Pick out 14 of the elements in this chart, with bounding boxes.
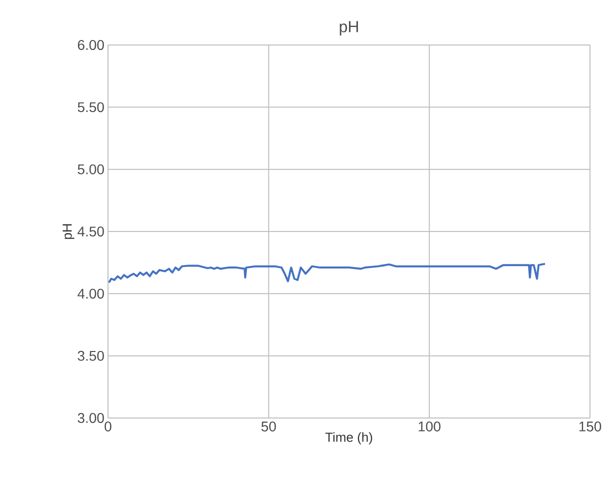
y-axis-title: pH <box>62 224 74 239</box>
y-tick-label: 4.50 <box>78 226 104 236</box>
x-tick-label: 0 <box>104 422 112 432</box>
y-tick-label: 4.00 <box>78 288 104 299</box>
x-tick-label: 100 <box>418 422 440 432</box>
x-axis-title: Time (h) <box>325 432 372 444</box>
chart-title: pH <box>340 21 358 36</box>
y-tick-label: 5.00 <box>78 164 104 174</box>
y-tick-label: 3.50 <box>78 350 104 361</box>
y-tick-label: 3.00 <box>78 413 104 423</box>
x-tick-label: 50 <box>261 422 276 432</box>
y-tick-label: 5.50 <box>78 102 104 112</box>
x-tick-label: 150 <box>579 422 602 432</box>
y-tick-label: 6.00 <box>78 40 104 50</box>
